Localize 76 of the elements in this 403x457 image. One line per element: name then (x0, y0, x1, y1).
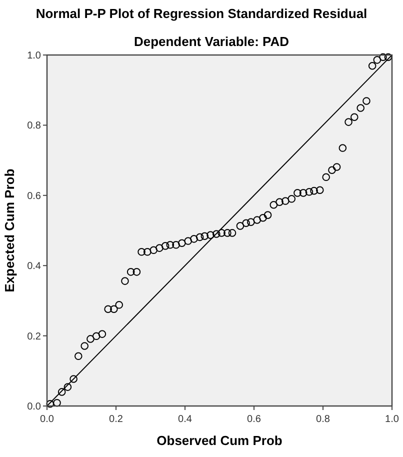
x-tick-label: 0.6 (247, 414, 262, 425)
point (132, 268, 141, 276)
point (246, 218, 255, 226)
point (138, 248, 146, 256)
point (161, 242, 170, 250)
point (218, 229, 226, 237)
y-axis-title: Expected Cum Prob (2, 168, 17, 292)
y-tick-label: 0.0 (27, 402, 42, 412)
chart-subtitle: Dependent Variable: PAD (134, 34, 290, 49)
point (350, 113, 358, 122)
point (98, 330, 106, 338)
y-tick-label: 0.2 (27, 331, 42, 342)
point (64, 383, 72, 391)
point (46, 400, 54, 408)
point (53, 398, 61, 407)
point (86, 335, 94, 343)
x-tick-label: 0.0 (40, 414, 54, 425)
point (362, 97, 370, 105)
point (322, 173, 330, 182)
point (281, 197, 290, 205)
point (379, 53, 387, 62)
point (126, 268, 135, 276)
point (253, 216, 262, 224)
y-tick-label: 0.8 (27, 120, 42, 132)
point (212, 230, 220, 238)
point (184, 237, 192, 245)
point (80, 342, 89, 350)
point (242, 219, 250, 228)
y-tick-label: 1.0 (27, 50, 42, 62)
point (310, 186, 318, 195)
y-tick-label: 0.4 (27, 261, 42, 272)
x-tick-label: 0.2 (109, 414, 124, 425)
point (259, 214, 267, 222)
point (70, 375, 78, 383)
point (373, 56, 382, 64)
point (92, 332, 100, 340)
point (270, 200, 278, 209)
point (338, 144, 347, 152)
point (228, 229, 236, 237)
point (368, 62, 376, 70)
point (200, 232, 209, 240)
point (276, 198, 284, 206)
point (224, 229, 232, 237)
point (264, 211, 272, 219)
point (384, 53, 392, 62)
x-tick-label: 0.8 (316, 414, 330, 425)
point (143, 248, 152, 256)
point (305, 188, 314, 196)
point (299, 189, 308, 197)
point (172, 240, 180, 249)
point (156, 244, 164, 252)
point (104, 305, 112, 314)
point (344, 118, 352, 126)
chart-title: Normal P-P Plot of Regression Standardized Residual (36, 6, 368, 21)
point (356, 104, 365, 112)
point (328, 166, 336, 174)
point (206, 231, 214, 239)
point (110, 305, 118, 314)
point (190, 235, 198, 243)
y-tick-label: 0.6 (27, 190, 42, 202)
point (150, 246, 158, 254)
point (166, 240, 174, 249)
point (178, 239, 186, 248)
point (74, 352, 82, 360)
point (294, 189, 302, 197)
point (236, 222, 244, 230)
point (316, 186, 324, 194)
point (332, 163, 341, 171)
point (115, 301, 124, 309)
point (58, 388, 66, 396)
point (196, 233, 204, 242)
x-tick-label: 0.4 (178, 414, 192, 425)
x-axis-title: Observed Cum Prob (156, 433, 282, 448)
point (121, 277, 129, 285)
point (288, 195, 296, 203)
x-tick-label: 1.0 (385, 414, 400, 425)
